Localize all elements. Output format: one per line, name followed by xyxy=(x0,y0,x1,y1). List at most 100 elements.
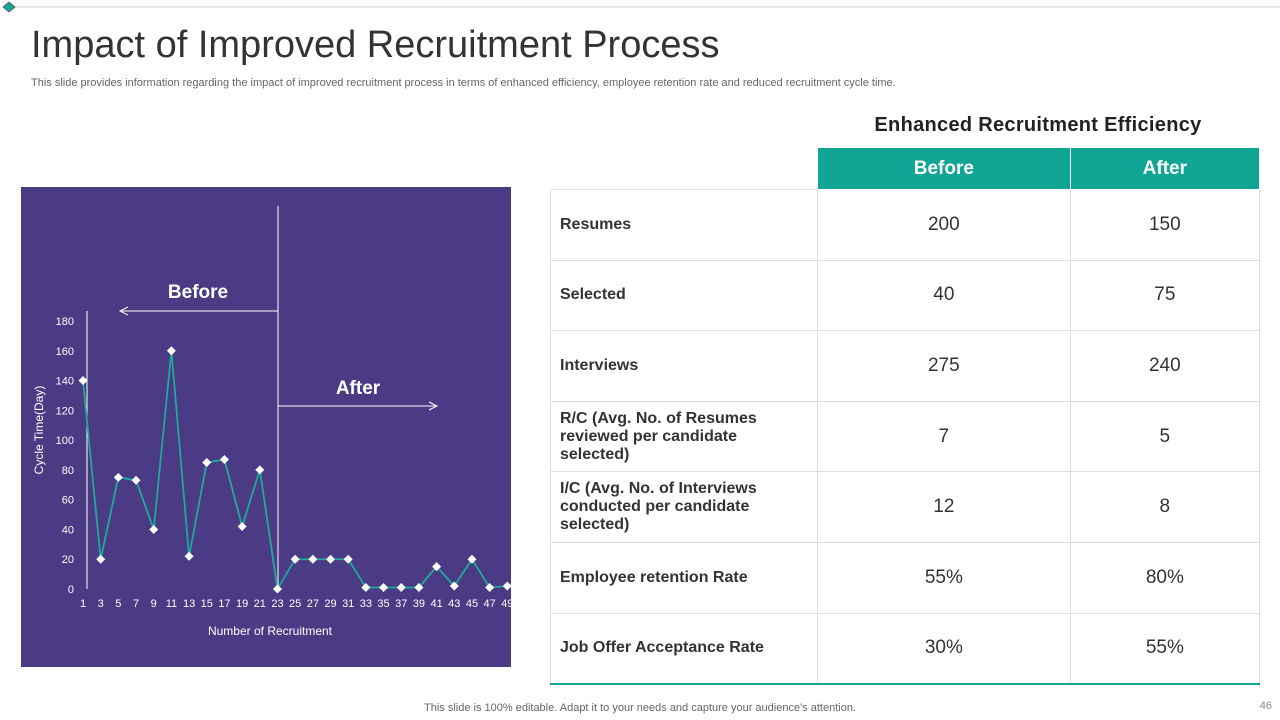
chart-panel xyxy=(21,187,511,667)
row-label: Resumes xyxy=(550,189,818,261)
x-tick-label: 13 xyxy=(183,598,195,610)
cell-value: 8 xyxy=(1069,471,1261,543)
page-number: 46 xyxy=(1259,700,1272,712)
table-row: Selected 40 75 xyxy=(550,259,1261,332)
x-tick-label: 45 xyxy=(466,598,478,610)
data-point xyxy=(343,554,353,564)
row-label: Job Offer Acceptance Rate xyxy=(550,612,818,686)
data-point xyxy=(449,581,459,591)
data-point xyxy=(379,583,389,593)
row-label: Interviews xyxy=(550,330,818,402)
row-label: R/C (Avg. No. of Resumes reviewed per ca… xyxy=(550,400,818,473)
x-tick-label: 11 xyxy=(166,598,177,610)
cell-value: 80% xyxy=(1069,541,1261,614)
y-tick-label: 180 xyxy=(56,316,74,328)
row-label-text: Employee retention Rate xyxy=(560,568,748,586)
x-tick-label: 33 xyxy=(360,598,372,610)
x-tick-label: 15 xyxy=(201,598,213,610)
x-tick-label: 31 xyxy=(342,598,354,610)
data-point xyxy=(290,554,300,564)
x-tick-label: 25 xyxy=(289,598,301,610)
table-row: Employee retention Rate 55% 80% xyxy=(550,541,1261,614)
data-point xyxy=(326,554,336,564)
header-spacer xyxy=(550,147,818,190)
row-label-text: Resumes xyxy=(560,215,632,233)
x-tick-label: 37 xyxy=(395,598,407,610)
row-label-text: Interviews xyxy=(560,356,639,374)
before-arrow-head xyxy=(118,306,129,316)
cell-value: 150 xyxy=(1069,189,1261,261)
x-tick-label: 43 xyxy=(448,598,460,610)
y-tick-label: 160 xyxy=(56,346,74,358)
cell-value: 55% xyxy=(1069,612,1261,686)
data-point xyxy=(272,584,282,594)
y-tick-label: 20 xyxy=(62,554,74,566)
x-tick-label: 23 xyxy=(271,598,283,610)
x-tick-label: 7 xyxy=(133,598,139,610)
footer-note: This slide is 100% editable. Adapt it to… xyxy=(424,702,856,714)
cell-value: 200 xyxy=(817,189,1071,261)
data-point xyxy=(202,457,212,467)
annotation: Before xyxy=(168,282,228,303)
cell-value: 40 xyxy=(817,259,1071,332)
y-tick-label: 120 xyxy=(56,405,74,417)
y-tick-label: 100 xyxy=(56,435,74,447)
column-header: After xyxy=(1069,147,1261,190)
header-row: Before After xyxy=(550,147,1261,190)
slide-title: Impact of Improved Recruitment Process xyxy=(31,24,720,66)
table-row: Interviews 275 240 xyxy=(550,330,1261,402)
data-point xyxy=(396,583,406,593)
data-point xyxy=(131,475,141,485)
after-arrow-head xyxy=(428,401,439,411)
data-point xyxy=(361,583,371,593)
cell-value: 75 xyxy=(1069,259,1261,332)
row-label-text: I/C (Avg. No. of Interviews conducted pe… xyxy=(560,480,757,534)
data-point xyxy=(96,554,106,564)
x-tick-label: 39 xyxy=(413,598,425,610)
data-point xyxy=(113,472,123,482)
table-row: I/C (Avg. No. of Interviews conducted pe… xyxy=(550,471,1261,543)
row-label: I/C (Avg. No. of Interviews conducted pe… xyxy=(550,471,818,543)
x-tick-label: 47 xyxy=(484,598,496,610)
x-tick-label: 41 xyxy=(430,598,442,610)
data-point xyxy=(219,454,229,464)
data-point xyxy=(78,376,88,386)
x-tick-label: 29 xyxy=(324,598,336,610)
y-tick-label: 140 xyxy=(56,376,74,388)
x-axis-label: Number of Recruitment xyxy=(208,624,333,638)
x-tick-label: 1 xyxy=(80,598,86,610)
y-tick-label: 0 xyxy=(68,584,74,596)
data-point xyxy=(308,554,318,564)
data-point xyxy=(485,583,495,593)
x-tick-label: 49 xyxy=(501,598,513,610)
data-point xyxy=(237,521,247,531)
x-tick-label: 19 xyxy=(236,598,248,610)
table-title: Enhanced Recruitment Efficiency xyxy=(874,114,1202,136)
cell-value: 275 xyxy=(817,330,1071,402)
cell-value: 5 xyxy=(1069,400,1261,473)
cell-value: 55% xyxy=(817,541,1071,614)
y-axis-label: Cycle Time(Day) xyxy=(32,386,46,475)
y-tick-label: 60 xyxy=(62,495,74,507)
y-tick-label: 40 xyxy=(62,524,74,536)
data-point xyxy=(502,581,512,591)
y-tick-label: 80 xyxy=(62,465,74,477)
annotation: After xyxy=(336,378,381,399)
x-tick-label: 17 xyxy=(218,598,230,610)
x-tick-label: 3 xyxy=(98,598,104,610)
x-tick-label: 9 xyxy=(151,598,157,610)
row-label-text: Selected xyxy=(560,286,626,304)
data-point xyxy=(414,583,424,593)
cell-value: 12 xyxy=(817,471,1071,543)
data-point xyxy=(255,465,265,475)
data-point xyxy=(149,524,159,534)
table-row: Job Offer Acceptance Rate 30% 55% xyxy=(550,612,1261,686)
row-label-text: R/C (Avg. No. of Resumes reviewed per ca… xyxy=(560,409,757,463)
table-row: R/C (Avg. No. of Resumes reviewed per ca… xyxy=(550,400,1261,473)
row-label: Selected xyxy=(550,259,818,332)
x-tick-label: 5 xyxy=(115,598,121,610)
x-tick-label: 21 xyxy=(254,598,266,610)
row-label-text: Job Offer Acceptance Rate xyxy=(560,639,764,657)
